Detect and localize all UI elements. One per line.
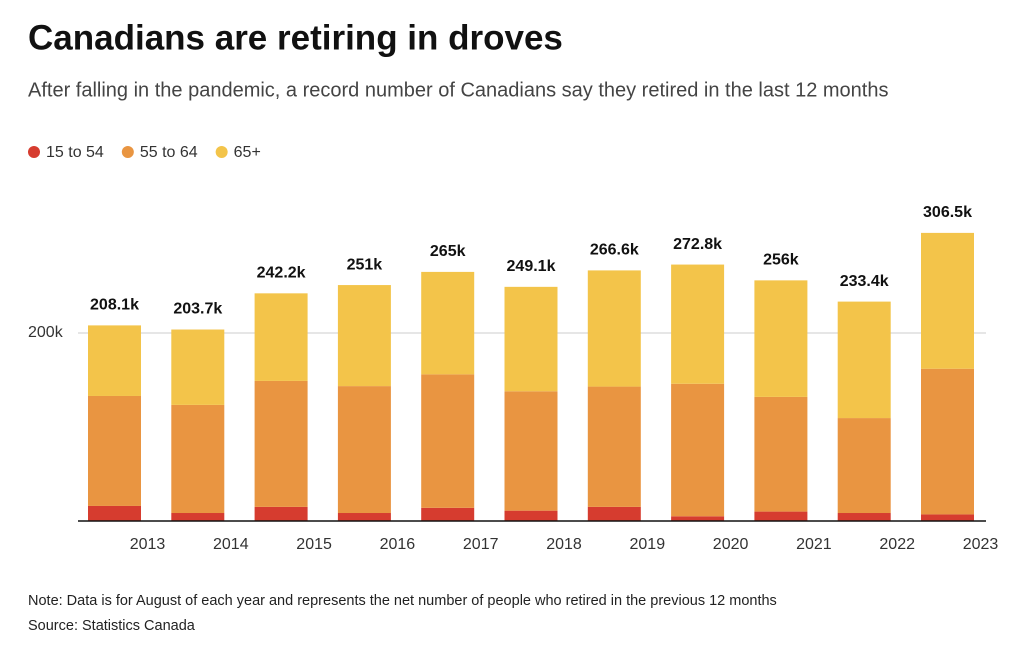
- x-tick-label: 2022: [879, 536, 915, 553]
- bar-segment: [671, 383, 725, 517]
- bar-segment: [171, 404, 225, 514]
- bar-segment: [587, 506, 641, 521]
- bar-segment: [587, 386, 641, 507]
- bar-segment: [504, 391, 558, 511]
- x-tick-label: 2021: [796, 536, 832, 553]
- bar-segment: [88, 395, 141, 506]
- total-label: 306.5k: [923, 204, 972, 221]
- bar-segment: [921, 514, 974, 521]
- bar-segment: [88, 325, 141, 396]
- x-tick-label: 2020: [713, 536, 749, 553]
- bar-segment: [337, 513, 391, 521]
- bar-segment: [837, 301, 891, 419]
- chart-subtitle: After falling in the pandemic, a record …: [28, 79, 888, 101]
- bar-segment: [837, 418, 891, 514]
- bar-segment: [337, 386, 391, 514]
- x-tick-label: 2016: [380, 536, 416, 553]
- bar-segment: [754, 511, 808, 521]
- bar-segment: [421, 374, 475, 508]
- total-label: 249.1k: [507, 258, 556, 275]
- bar-segment: [171, 513, 225, 521]
- bar-segment: [337, 285, 391, 387]
- bar-segment: [504, 286, 558, 392]
- x-tick-label: 2014: [213, 536, 249, 553]
- chart-title: Canadians are retiring in droves: [28, 18, 563, 57]
- y-tick-label: 200k: [28, 324, 64, 341]
- bar-segment: [171, 329, 225, 405]
- bar-segment: [671, 264, 725, 384]
- bar-segment: [421, 507, 475, 521]
- bar-segment: [754, 396, 808, 512]
- bar-segment: [254, 293, 308, 381]
- bar-segment: [754, 280, 808, 397]
- x-tick-label: 2018: [546, 536, 582, 553]
- bar-segment: [88, 505, 141, 521]
- bar-segment: [504, 510, 558, 521]
- total-label: 233.4k: [840, 273, 889, 290]
- x-tick-label: 2023: [963, 536, 999, 553]
- legend-label: 65+: [234, 144, 261, 161]
- bar-segment: [921, 368, 974, 515]
- total-label: 265k: [430, 243, 466, 260]
- total-label: 256k: [763, 252, 799, 269]
- total-label: 208.1k: [90, 297, 139, 314]
- x-tick-label: 2019: [630, 536, 666, 553]
- legend-swatch: [28, 146, 40, 158]
- source: Source: Statistics Canada: [28, 618, 196, 634]
- bar-segment: [254, 506, 308, 521]
- note: Note: Data is for August of each year an…: [28, 593, 777, 609]
- bar-segment: [421, 271, 475, 375]
- x-tick-label: 2017: [463, 536, 499, 553]
- bar-segment: [587, 270, 641, 387]
- total-label: 272.8k: [673, 236, 722, 253]
- total-label: 266.6k: [590, 242, 639, 259]
- legend-swatch: [215, 146, 228, 158]
- total-label: 242.2k: [257, 265, 306, 282]
- bar-segment: [837, 513, 891, 521]
- bar-segment: [921, 232, 974, 369]
- bar-segment: [254, 380, 308, 507]
- x-tick-label: 2013: [130, 536, 166, 553]
- legend-label: 55 to 64: [140, 144, 198, 161]
- bar-segment: [671, 516, 725, 521]
- legend-label: 15 to 54: [46, 144, 104, 161]
- total-label: 251k: [347, 256, 383, 273]
- legend-swatch: [121, 146, 134, 158]
- x-tick-label: 2015: [296, 536, 332, 553]
- total-label: 203.7k: [173, 301, 222, 318]
